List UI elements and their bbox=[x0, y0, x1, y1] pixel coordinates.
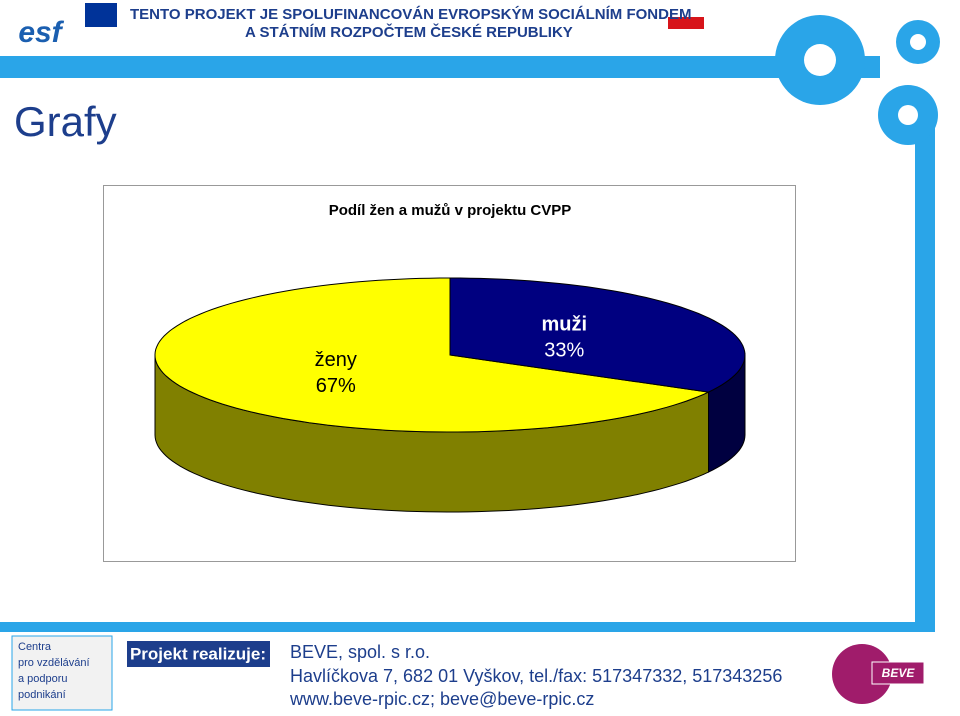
cvpp-logo bbox=[11, 635, 113, 711]
address: Havlíčkova 7, 682 01 Vyškov, tel./fax: 5… bbox=[290, 666, 782, 686]
chart-title: Podíl žen a mužů v projektu CVPP bbox=[329, 202, 572, 219]
gear-hole bbox=[804, 44, 836, 76]
beve-globe bbox=[832, 644, 892, 704]
realizer: Projekt realizuje: bbox=[130, 644, 266, 663]
header-line: TENTO PROJEKT JE SPOLUFINANCOVÁN EVROPSK… bbox=[130, 5, 691, 23]
slice-value-label: 33% bbox=[544, 340, 584, 362]
eu-flag bbox=[85, 3, 117, 27]
beve-badge bbox=[871, 661, 925, 685]
pie-slice bbox=[449, 277, 746, 393]
right-border bbox=[915, 120, 935, 640]
company: BEVE, spol. s r.o. bbox=[290, 642, 430, 662]
header-line: A STÁTNÍM ROZPOČTEM ČESKÉ REPUBLIKY bbox=[245, 23, 573, 41]
esf-logo: esf bbox=[18, 16, 64, 49]
slice-label: ženy bbox=[315, 349, 357, 371]
logo-line: Centra bbox=[18, 641, 52, 653]
realizer-badge bbox=[127, 641, 270, 667]
gear-hole bbox=[898, 105, 918, 125]
slice-label: muži bbox=[541, 314, 587, 336]
web: www.beve-rpic.cz; beve@beve-rpic.cz bbox=[289, 689, 594, 709]
header-band bbox=[0, 56, 880, 78]
cz-flag-white bbox=[668, 5, 704, 17]
footer-band bbox=[0, 622, 935, 632]
pie: ženy 67% muži 33% bbox=[154, 277, 746, 513]
logo-line: podnikání bbox=[18, 689, 66, 701]
slice-value-label: 67% bbox=[316, 375, 356, 397]
slide-title: Grafy bbox=[14, 98, 117, 145]
gear-hole bbox=[910, 34, 926, 50]
beve-text: BEVE bbox=[882, 666, 916, 680]
pie-slice bbox=[154, 277, 711, 433]
logo-line: a podporu bbox=[18, 673, 68, 685]
logo-line: pro vzdělávání bbox=[18, 657, 90, 669]
